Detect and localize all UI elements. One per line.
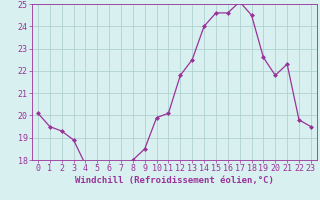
X-axis label: Windchill (Refroidissement éolien,°C): Windchill (Refroidissement éolien,°C) [75,176,274,185]
